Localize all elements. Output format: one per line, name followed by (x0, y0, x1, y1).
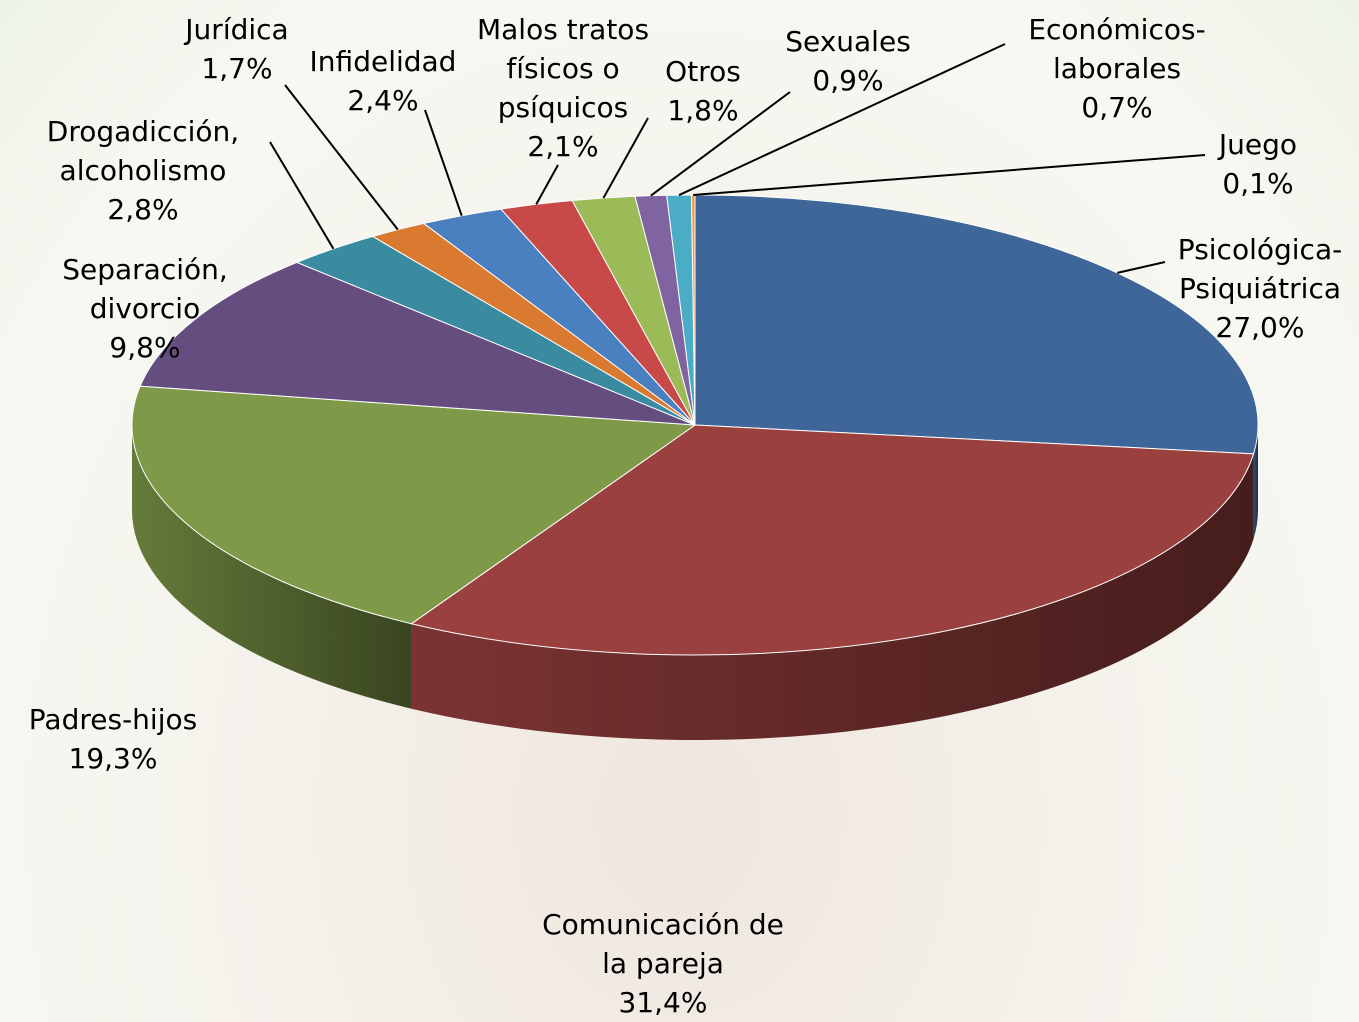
value-label: 1,7% (167, 49, 307, 88)
value-label: 0,1% (1198, 164, 1318, 203)
value-label: 1,8% (648, 91, 758, 130)
category-label: Económicos-laborales (1007, 10, 1227, 88)
value-label: 9,8% (8, 328, 283, 367)
value-label: 0,9% (768, 61, 928, 100)
leader-line (1117, 262, 1165, 273)
category-label: Infidelidad (298, 42, 468, 81)
value-label: 31,4% (533, 983, 793, 1022)
category-label: Padres-hijos (0, 700, 228, 739)
category-label: Otros (648, 52, 758, 91)
value-label: 2,8% (6, 190, 281, 229)
leader-line (536, 165, 558, 204)
category-label: Comunicación de la pareja (533, 905, 793, 983)
category-label: Sexuales (768, 22, 928, 61)
category-label: Malos tratos físicos o psíquicos (463, 10, 663, 127)
category-label: Juego (1198, 125, 1318, 164)
leader-line (693, 155, 1205, 195)
value-label: 2,1% (463, 127, 663, 166)
category-label: Separación, divorcio (8, 250, 283, 328)
value-label: 19,3% (0, 739, 228, 778)
value-label: 2,4% (298, 81, 468, 120)
category-label: Drogadicción, alcoholismo (6, 112, 281, 190)
value-label: 27,0% (1160, 308, 1359, 347)
leader-line (425, 110, 462, 216)
chart: Psicológica-Psiquiátrica27,0% Comunicació… (0, 0, 1359, 1022)
category-label: Jurídica (167, 10, 307, 49)
value-label: 0,7% (1007, 88, 1227, 127)
category-label: Psicológica-Psiquiátrica (1160, 230, 1359, 308)
